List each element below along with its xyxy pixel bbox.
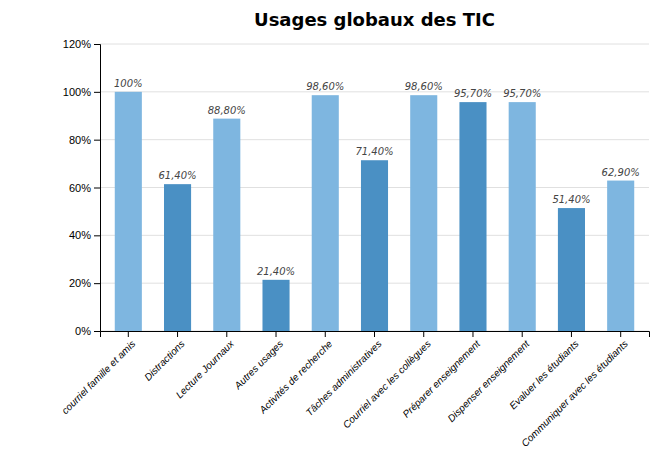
x-tick: Communiquer avec les étudiants (519, 331, 630, 449)
bar (312, 95, 339, 331)
bar (459, 102, 486, 331)
data-labels: 100% 61,40% 88,80% 21,40% 98,60% 71,40% 98,60%… (114, 78, 640, 277)
data-label: 100% (114, 78, 143, 89)
y-tick-label: 60% (69, 182, 91, 194)
y-tick-label: 20% (69, 277, 91, 289)
x-tick: Courriel avec les collègues (341, 331, 433, 430)
y-tick-mark (94, 92, 100, 93)
bar (361, 160, 388, 331)
y-tick-label: 120% (63, 38, 91, 50)
bar (115, 92, 142, 331)
chart-svg: 0% 20% 40% 60% 80% 100% 120% courriel famille e… (0, 0, 669, 459)
bar (213, 119, 240, 331)
x-tick-label: courriel famille et amis (59, 338, 137, 416)
y-tick: 20% (69, 277, 100, 289)
y-tick-mark (94, 331, 100, 332)
data-label: 61,40% (158, 170, 196, 181)
chart-container: 0% 20% 40% 60% 80% 100% 120% courriel famille e… (0, 0, 669, 459)
y-tick: 120% (63, 38, 100, 50)
grid (100, 44, 649, 331)
y-tick: 100% (63, 86, 100, 98)
x-tick-label: Autres usages (232, 338, 286, 392)
y-tick-label: 100% (63, 86, 91, 98)
x-tick: Dispenser enseignement (445, 331, 532, 424)
data-label: 98,60% (306, 81, 344, 92)
grid-line (100, 44, 649, 45)
bar (164, 184, 191, 331)
y-tick-mark (94, 44, 100, 45)
x-tick-mark (226, 331, 227, 337)
title: Usages globaux des TIC (254, 9, 495, 30)
x-tick-label: Courriel avec les collègues (341, 338, 433, 430)
grid-line (100, 139, 649, 140)
x-tick-mark (325, 331, 326, 337)
y-tick: 80% (69, 134, 100, 146)
x-axis-line (101, 332, 650, 338)
data-label: 71,40% (355, 146, 393, 157)
x-tick-mark (128, 331, 129, 337)
x-tick-label: Dispenser enseignement (445, 337, 532, 424)
x-tick-mark (620, 331, 621, 337)
x-axis: courriel famille et amisDistractionsLect… (59, 331, 649, 449)
data-label: 95,70% (503, 88, 541, 99)
bar (607, 181, 634, 331)
x-tick: courriel famille et amis (59, 331, 137, 416)
data-label: 98,60% (405, 81, 443, 92)
x-tick-mark (472, 331, 473, 337)
y-tick-mark (94, 283, 100, 284)
y-axis: 0% 20% 40% 60% 80% 100% 120% (63, 38, 101, 337)
plot-area: 0% 20% 40% 60% 80% 100% 120% courriel famille e… (59, 38, 649, 449)
bars (115, 92, 634, 331)
data-label: 88,80% (208, 105, 246, 116)
x-tick-mark (276, 331, 277, 337)
data-label: 21,40% (257, 266, 295, 277)
y-tick-label: 0% (75, 325, 91, 337)
data-label: 62,90% (602, 167, 640, 178)
x-tick: Lecture Journaux (174, 331, 237, 400)
grid-line (100, 91, 649, 92)
y-tick-label: 80% (69, 134, 91, 146)
data-label: 51,40% (552, 194, 590, 205)
x-tick-label: Lecture Journaux (174, 337, 237, 400)
y-tick-mark (94, 188, 100, 189)
y-tick: 60% (69, 182, 100, 194)
x-tick: Distractions (142, 331, 187, 383)
data-label: 95,70% (454, 88, 492, 99)
x-tick-label: Communiquer avec les étudiants (519, 338, 630, 449)
y-axis-line (94, 45, 101, 332)
x-tick-label: Distractions (142, 338, 187, 383)
x-tick-mark (374, 331, 375, 337)
bar (262, 280, 289, 331)
x-tick-mark (571, 331, 572, 337)
y-tick-label: 40% (69, 229, 91, 241)
x-tick-mark (423, 331, 424, 337)
y-tick-mark (94, 140, 100, 141)
x-tick-mark (177, 331, 178, 337)
y-tick: 0% (75, 325, 100, 337)
x-tick-mark (522, 331, 523, 337)
y-tick: 40% (69, 229, 100, 241)
bar (558, 208, 585, 331)
y-tick-mark (94, 235, 100, 236)
x-tick: Autres usages (232, 331, 286, 392)
bar (509, 102, 536, 331)
x-tick-label: Préparer enseignement (400, 337, 483, 420)
bar (410, 95, 437, 331)
